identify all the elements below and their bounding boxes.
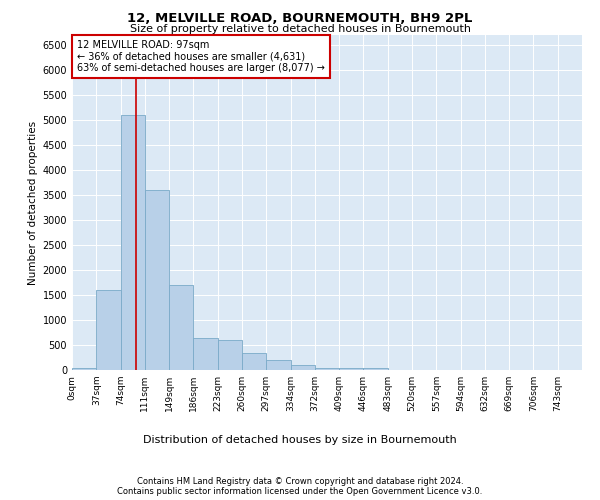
Bar [145,190,169,370]
Bar [339,368,364,370]
Bar [242,352,266,370]
Bar [169,285,193,370]
Bar [266,360,290,370]
Bar [218,340,242,370]
Bar [315,368,339,370]
Bar [193,338,218,370]
Text: Contains public sector information licensed under the Open Government Licence v3: Contains public sector information licen… [118,488,482,496]
Text: 12 MELVILLE ROAD: 97sqm
← 36% of detached houses are smaller (4,631)
63% of semi: 12 MELVILLE ROAD: 97sqm ← 36% of detache… [77,40,325,73]
Text: 12, MELVILLE ROAD, BOURNEMOUTH, BH9 2PL: 12, MELVILLE ROAD, BOURNEMOUTH, BH9 2PL [127,12,473,26]
Bar [72,368,96,370]
Bar [96,290,121,370]
Bar [121,115,145,370]
Y-axis label: Number of detached properties: Number of detached properties [28,120,38,284]
Text: Distribution of detached houses by size in Bournemouth: Distribution of detached houses by size … [143,435,457,445]
Bar [364,368,388,370]
Text: Size of property relative to detached houses in Bournemouth: Size of property relative to detached ho… [130,24,470,34]
Bar [290,365,315,370]
Text: Contains HM Land Registry data © Crown copyright and database right 2024.: Contains HM Land Registry data © Crown c… [137,478,463,486]
